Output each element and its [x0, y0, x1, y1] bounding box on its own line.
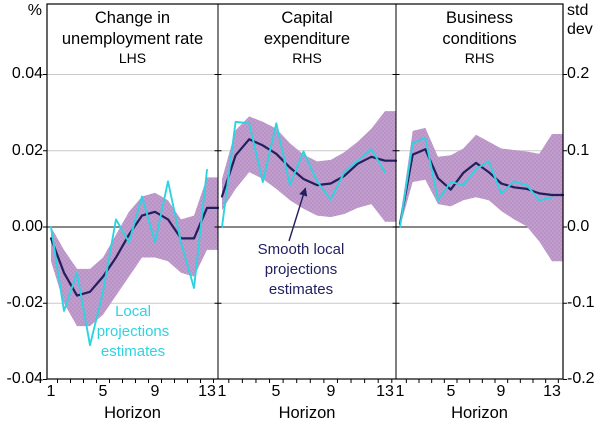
annotation-local-line2: projections	[96, 323, 170, 340]
panel-title-capex: Capital expenditure RHS	[218, 8, 396, 67]
y-left-tick-0: 0.04	[11, 65, 43, 82]
y-left-tick-1: 0.02	[11, 142, 43, 159]
y-left-tick-4: -0.04	[6, 370, 43, 387]
x-tick-p1-5: 5	[98, 383, 108, 400]
x-axis-title-p1: Horizon	[104, 404, 161, 422]
x-tick-p1-9: 9	[150, 383, 160, 400]
annotation-smooth-line1: Smooth local	[257, 241, 345, 258]
y-right-tick-4: -0.2	[567, 370, 595, 387]
panel-title-capex-line2: expenditure	[263, 30, 351, 48]
right-axis-unit-label-line2: dev	[567, 21, 593, 38]
x-axis-title-p3: Horizon	[451, 404, 508, 422]
y-right-tick-1: 0.1	[567, 142, 590, 159]
annotation-smooth-local-projections: Smooth local projections estimates	[240, 240, 362, 300]
annotation-smooth-line2: projections	[264, 261, 338, 278]
annotation-local-projections: Local projections estimates	[68, 302, 198, 362]
x-tick-p3-1: 1	[395, 383, 405, 400]
panel-title-business: Business conditions RHS	[396, 8, 563, 67]
x-tick-p2-5: 5	[271, 383, 281, 400]
y-left-tick-3: -0.02	[6, 294, 43, 311]
panel-title-unemployment-line2: unemployment rate	[61, 30, 204, 48]
panel-title-business-axis-note: RHS	[464, 50, 495, 66]
right-axis-unit-label-line1: std	[567, 2, 589, 19]
y-right-tick-2: 0.0	[567, 218, 590, 235]
panel-title-business-line2: conditions	[442, 30, 517, 48]
panel-title-unemployment-line1: Change in	[94, 9, 171, 27]
panel-title-capex-axis-note: RHS	[292, 50, 322, 66]
annotation-smooth-line3: estimates	[268, 281, 334, 298]
x-axis-title-p2: Horizon	[278, 404, 336, 422]
x-tick-p3-13: 13	[543, 383, 561, 400]
x-tick-p1-1: 1	[46, 383, 56, 400]
x-tick-p2-9: 9	[326, 383, 336, 400]
panel-title-capex-line1: Capital	[281, 9, 333, 27]
annotation-local-line1: Local	[115, 303, 151, 320]
x-tick-p2-13: 13	[376, 383, 394, 400]
panel-title-unemployment-axis-note: LHS	[118, 50, 147, 66]
left-axis-unit-label: %	[27, 2, 42, 19]
annotation-local-line3: estimates	[100, 343, 166, 360]
x-tick-p3-9: 9	[496, 383, 506, 400]
y-right-tick-3: -0.1	[567, 294, 595, 311]
x-tick-p1-13: 13	[198, 383, 216, 400]
x-tick-p3-5: 5	[446, 383, 456, 400]
y-right-tick-0: 0.2	[567, 65, 590, 82]
x-tick-p2-1: 1	[217, 383, 227, 400]
panel-title-unemployment: Change in unemployment rate LHS	[47, 8, 218, 67]
panel-title-business-line1: Business	[446, 9, 513, 27]
y-left-tick-2: 0.00	[11, 218, 43, 235]
